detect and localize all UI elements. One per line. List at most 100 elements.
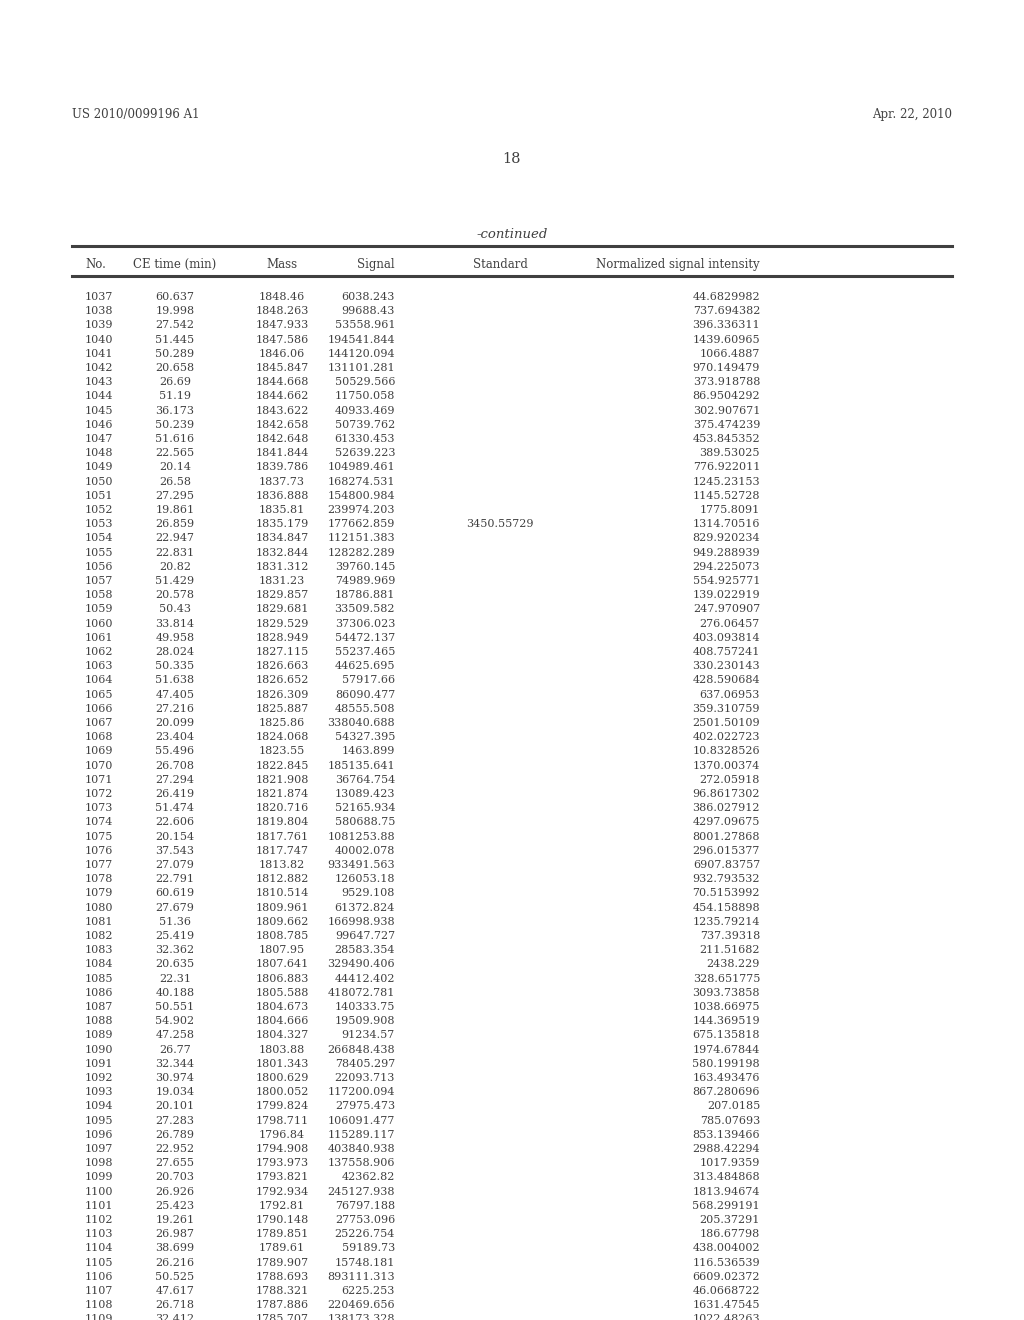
Text: Signal: Signal: [357, 257, 395, 271]
Text: 1057: 1057: [85, 576, 114, 586]
Text: 1809.662: 1809.662: [255, 917, 308, 927]
Text: 51.474: 51.474: [156, 803, 195, 813]
Text: 453.845352: 453.845352: [692, 434, 760, 444]
Text: 1843.622: 1843.622: [255, 405, 308, 416]
Text: 1798.711: 1798.711: [255, 1115, 308, 1126]
Text: 137558.906: 137558.906: [328, 1158, 395, 1168]
Text: 580688.75: 580688.75: [335, 817, 395, 828]
Text: 22.947: 22.947: [156, 533, 195, 544]
Text: 1051: 1051: [85, 491, 114, 500]
Text: 1819.804: 1819.804: [255, 817, 308, 828]
Text: 47.405: 47.405: [156, 689, 195, 700]
Text: 115289.117: 115289.117: [328, 1130, 395, 1139]
Text: 27.283: 27.283: [156, 1115, 195, 1126]
Text: 1043: 1043: [85, 378, 114, 387]
Text: 675.135818: 675.135818: [692, 1031, 760, 1040]
Text: 1789.61: 1789.61: [259, 1243, 305, 1254]
Text: 20.82: 20.82: [159, 562, 191, 572]
Text: 51.638: 51.638: [156, 676, 195, 685]
Text: 1082: 1082: [85, 931, 114, 941]
Text: 50.551: 50.551: [156, 1002, 195, 1012]
Text: 1067: 1067: [85, 718, 114, 729]
Text: 1807.95: 1807.95: [259, 945, 305, 956]
Text: 1974.67844: 1974.67844: [692, 1044, 760, 1055]
Text: 1085: 1085: [85, 974, 114, 983]
Text: 26.69: 26.69: [159, 378, 191, 387]
Text: 51.445: 51.445: [156, 334, 195, 345]
Text: 128282.289: 128282.289: [328, 548, 395, 557]
Text: 19.861: 19.861: [156, 506, 195, 515]
Text: 1788.321: 1788.321: [255, 1286, 308, 1296]
Text: 46.0668722: 46.0668722: [692, 1286, 760, 1296]
Text: 867.280696: 867.280696: [692, 1088, 760, 1097]
Text: 1046: 1046: [85, 420, 114, 430]
Text: 1076: 1076: [85, 846, 114, 855]
Text: 163.493476: 163.493476: [692, 1073, 760, 1082]
Text: 1077: 1077: [85, 861, 114, 870]
Text: 140333.75: 140333.75: [335, 1002, 395, 1012]
Text: 26.859: 26.859: [156, 519, 195, 529]
Text: 1109: 1109: [85, 1315, 114, 1320]
Text: 1065: 1065: [85, 689, 114, 700]
Text: 949.288939: 949.288939: [692, 548, 760, 557]
Text: 177662.859: 177662.859: [328, 519, 395, 529]
Text: 15748.181: 15748.181: [335, 1258, 395, 1267]
Text: 8001.27868: 8001.27868: [692, 832, 760, 842]
Text: 52165.934: 52165.934: [335, 803, 395, 813]
Text: 554.925771: 554.925771: [692, 576, 760, 586]
Text: 33.814: 33.814: [156, 619, 195, 628]
Text: 6907.83757: 6907.83757: [693, 861, 760, 870]
Text: 1235.79214: 1235.79214: [692, 917, 760, 927]
Text: 1796.84: 1796.84: [259, 1130, 305, 1139]
Text: 1793.821: 1793.821: [255, 1172, 308, 1183]
Text: 1104: 1104: [85, 1243, 114, 1254]
Text: 637.06953: 637.06953: [699, 689, 760, 700]
Text: 1844.662: 1844.662: [255, 392, 308, 401]
Text: 389.53025: 389.53025: [699, 449, 760, 458]
Text: Standard: Standard: [472, 257, 527, 271]
Text: 2988.42294: 2988.42294: [692, 1144, 760, 1154]
Text: 53558.961: 53558.961: [335, 321, 395, 330]
Text: 1083: 1083: [85, 945, 114, 956]
Text: 20.14: 20.14: [159, 462, 191, 473]
Text: 22093.713: 22093.713: [335, 1073, 395, 1082]
Text: 3450.55729: 3450.55729: [466, 519, 534, 529]
Text: 139.022919: 139.022919: [692, 590, 760, 601]
Text: 1093: 1093: [85, 1088, 114, 1097]
Text: 40933.469: 40933.469: [335, 405, 395, 416]
Text: 26.789: 26.789: [156, 1130, 195, 1139]
Text: 1039: 1039: [85, 321, 114, 330]
Text: 44625.695: 44625.695: [335, 661, 395, 671]
Text: 1834.847: 1834.847: [255, 533, 308, 544]
Text: 23.404: 23.404: [156, 733, 195, 742]
Text: 737.694382: 737.694382: [692, 306, 760, 317]
Text: 970.149479: 970.149479: [692, 363, 760, 374]
Text: 1094: 1094: [85, 1101, 114, 1111]
Text: 1053: 1053: [85, 519, 114, 529]
Text: 1790.148: 1790.148: [255, 1214, 308, 1225]
Text: 328.651775: 328.651775: [692, 974, 760, 983]
Text: 1809.961: 1809.961: [255, 903, 308, 912]
Text: 1101: 1101: [85, 1201, 114, 1210]
Text: 1079: 1079: [85, 888, 114, 899]
Text: 185135.641: 185135.641: [328, 760, 395, 771]
Text: 49.958: 49.958: [156, 632, 195, 643]
Text: 138173.328: 138173.328: [328, 1315, 395, 1320]
Text: 26.708: 26.708: [156, 760, 195, 771]
Text: 22.606: 22.606: [156, 817, 195, 828]
Text: 386.027912: 386.027912: [692, 803, 760, 813]
Text: 116.536539: 116.536539: [692, 1258, 760, 1267]
Text: 44.6829982: 44.6829982: [692, 292, 760, 302]
Text: 27.295: 27.295: [156, 491, 195, 500]
Text: 37306.023: 37306.023: [335, 619, 395, 628]
Text: 10.8328526: 10.8328526: [692, 746, 760, 756]
Text: 37.543: 37.543: [156, 846, 195, 855]
Text: 1047: 1047: [85, 434, 114, 444]
Text: 296.015377: 296.015377: [692, 846, 760, 855]
Text: 853.139466: 853.139466: [692, 1130, 760, 1139]
Text: 1831.23: 1831.23: [259, 576, 305, 586]
Text: Normalized signal intensity: Normalized signal intensity: [596, 257, 760, 271]
Text: 20.635: 20.635: [156, 960, 195, 969]
Text: 36764.754: 36764.754: [335, 775, 395, 785]
Text: 1040: 1040: [85, 334, 114, 345]
